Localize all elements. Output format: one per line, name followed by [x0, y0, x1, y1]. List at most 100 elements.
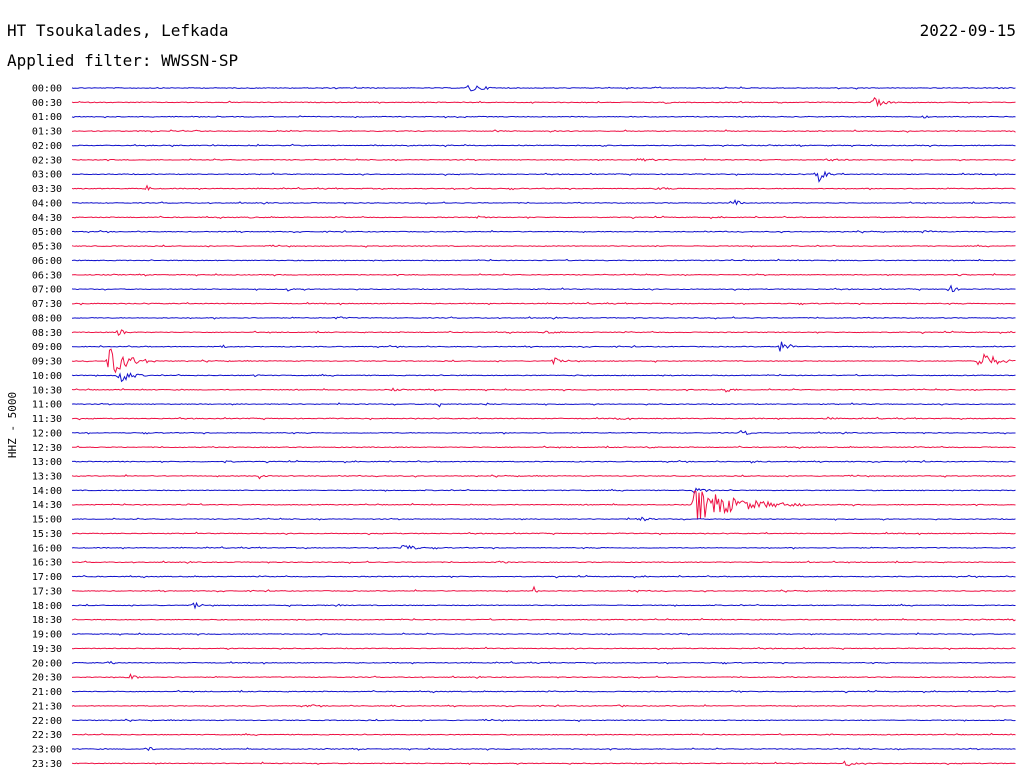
- row-time-label: 08:30: [32, 328, 62, 339]
- trace-row: [71, 97, 1016, 108]
- row-time-label: 01:00: [32, 112, 62, 123]
- trace-row: [71, 585, 1016, 593]
- row-time-label: 10:00: [32, 371, 62, 382]
- trace-row: [71, 244, 1016, 248]
- chart-date: 2022-09-15: [920, 21, 1016, 40]
- trace-row: [71, 387, 1016, 393]
- row-time-label: 21:30: [32, 701, 62, 712]
- trace-row: [71, 617, 1016, 622]
- row-time-label: 04:30: [32, 213, 62, 224]
- trace-row: [71, 143, 1016, 148]
- row-time-label: 14:00: [32, 486, 62, 497]
- trace-row: [71, 229, 1016, 234]
- chart-title: HT Tsoukalades, Lefkada: [7, 21, 229, 40]
- row-time-label: 15:30: [32, 529, 62, 540]
- row-time-label: 00:30: [32, 98, 62, 109]
- row-time-label: 15:00: [32, 515, 62, 526]
- row-time-label: 16:30: [32, 558, 62, 569]
- trace-row: [71, 115, 1016, 119]
- row-time-label: 11:00: [32, 400, 62, 411]
- trace-row: [71, 316, 1016, 320]
- row-time-label: 20:30: [32, 673, 62, 684]
- trace-row: [71, 704, 1016, 708]
- trace-row: [71, 301, 1016, 306]
- row-time-label: 16:00: [32, 543, 62, 554]
- trace-row: [71, 487, 1016, 494]
- row-time-label: 12:30: [32, 443, 62, 454]
- row-time-label: 03:00: [32, 170, 62, 181]
- trace-row: [71, 272, 1016, 277]
- trace-row: [71, 660, 1016, 665]
- row-time-label: 12:00: [32, 428, 62, 439]
- trace-row: [71, 732, 1016, 736]
- trace-row: [71, 746, 1016, 752]
- trace-row: [71, 490, 1016, 520]
- row-time-label: 06:30: [32, 270, 62, 281]
- trace-row: [71, 718, 1016, 723]
- trace-row: [71, 445, 1016, 449]
- row-time-label: 17:00: [32, 572, 62, 583]
- row-time-label: 07:00: [32, 285, 62, 296]
- row-time-label: 13:00: [32, 457, 62, 468]
- row-time-label: 18:00: [32, 601, 62, 612]
- trace-row: [71, 459, 1016, 464]
- trace-row: [71, 646, 1016, 651]
- trace-row: [71, 129, 1016, 133]
- row-time-label: 17:30: [32, 587, 62, 598]
- row-time-label: 22:30: [32, 730, 62, 741]
- trace-row: [71, 184, 1016, 191]
- trace-row: [71, 258, 1016, 262]
- row-time-label: 06:00: [32, 256, 62, 267]
- row-time-label: 05:30: [32, 242, 62, 253]
- trace-row: [71, 632, 1016, 636]
- row-time-label: 09:00: [32, 342, 62, 353]
- row-time-label: 20:00: [32, 658, 62, 669]
- trace-row: [71, 601, 1016, 610]
- y-axis-label: HHZ - 5000: [6, 392, 19, 458]
- row-time-label: 23:30: [32, 759, 62, 770]
- trace-row: [71, 760, 1016, 767]
- trace-row: [71, 416, 1016, 421]
- trace-row: [71, 215, 1016, 220]
- row-time-label: 02:00: [32, 141, 62, 152]
- trace-row: [71, 516, 1016, 522]
- trace-row: [71, 544, 1016, 550]
- row-time-label: 05:00: [32, 227, 62, 238]
- row-time-label: 11:30: [32, 414, 62, 425]
- trace-row: [71, 531, 1016, 536]
- row-time-label: 09:30: [32, 357, 62, 368]
- trace-group: 00:00 00:30 01:00 01:30 02:00 02:30 03:00 03:30…: [32, 84, 1016, 770]
- trace-row: [71, 284, 1016, 293]
- row-time-label: 04:00: [32, 199, 62, 210]
- row-time-label: 18:30: [32, 615, 62, 626]
- row-time-label: 08:00: [32, 313, 62, 324]
- trace-row: [71, 402, 1016, 408]
- trace-row: [71, 560, 1016, 564]
- trace-row: [71, 673, 1016, 680]
- trace-row: [71, 474, 1016, 480]
- row-time-label: 14:30: [32, 500, 62, 511]
- row-time-label: 23:00: [32, 745, 62, 756]
- trace-row: [71, 341, 1016, 352]
- trace-row: [71, 329, 1016, 336]
- trace-row: [71, 689, 1016, 694]
- trace-row: [71, 199, 1016, 206]
- trace-row: [71, 158, 1016, 162]
- row-time-label: 01:30: [32, 127, 62, 138]
- row-time-label: 19:30: [32, 644, 62, 655]
- row-time-label: 02:30: [32, 155, 62, 166]
- chart-subtitle: Applied filter: WWSSN-SP: [7, 51, 238, 70]
- trace-row: [71, 84, 1016, 92]
- trace-row: [71, 348, 1016, 374]
- row-time-label: 13:30: [32, 472, 62, 483]
- trace-row: [71, 574, 1016, 579]
- trace-row: [71, 429, 1016, 436]
- trace-row: [71, 170, 1016, 183]
- row-time-label: 22:00: [32, 716, 62, 727]
- row-time-label: 03:30: [32, 184, 62, 195]
- row-time-label: 19:00: [32, 630, 62, 641]
- trace-row: [71, 372, 1016, 383]
- row-time-label: 10:30: [32, 385, 62, 396]
- row-time-label: 00:00: [32, 84, 62, 95]
